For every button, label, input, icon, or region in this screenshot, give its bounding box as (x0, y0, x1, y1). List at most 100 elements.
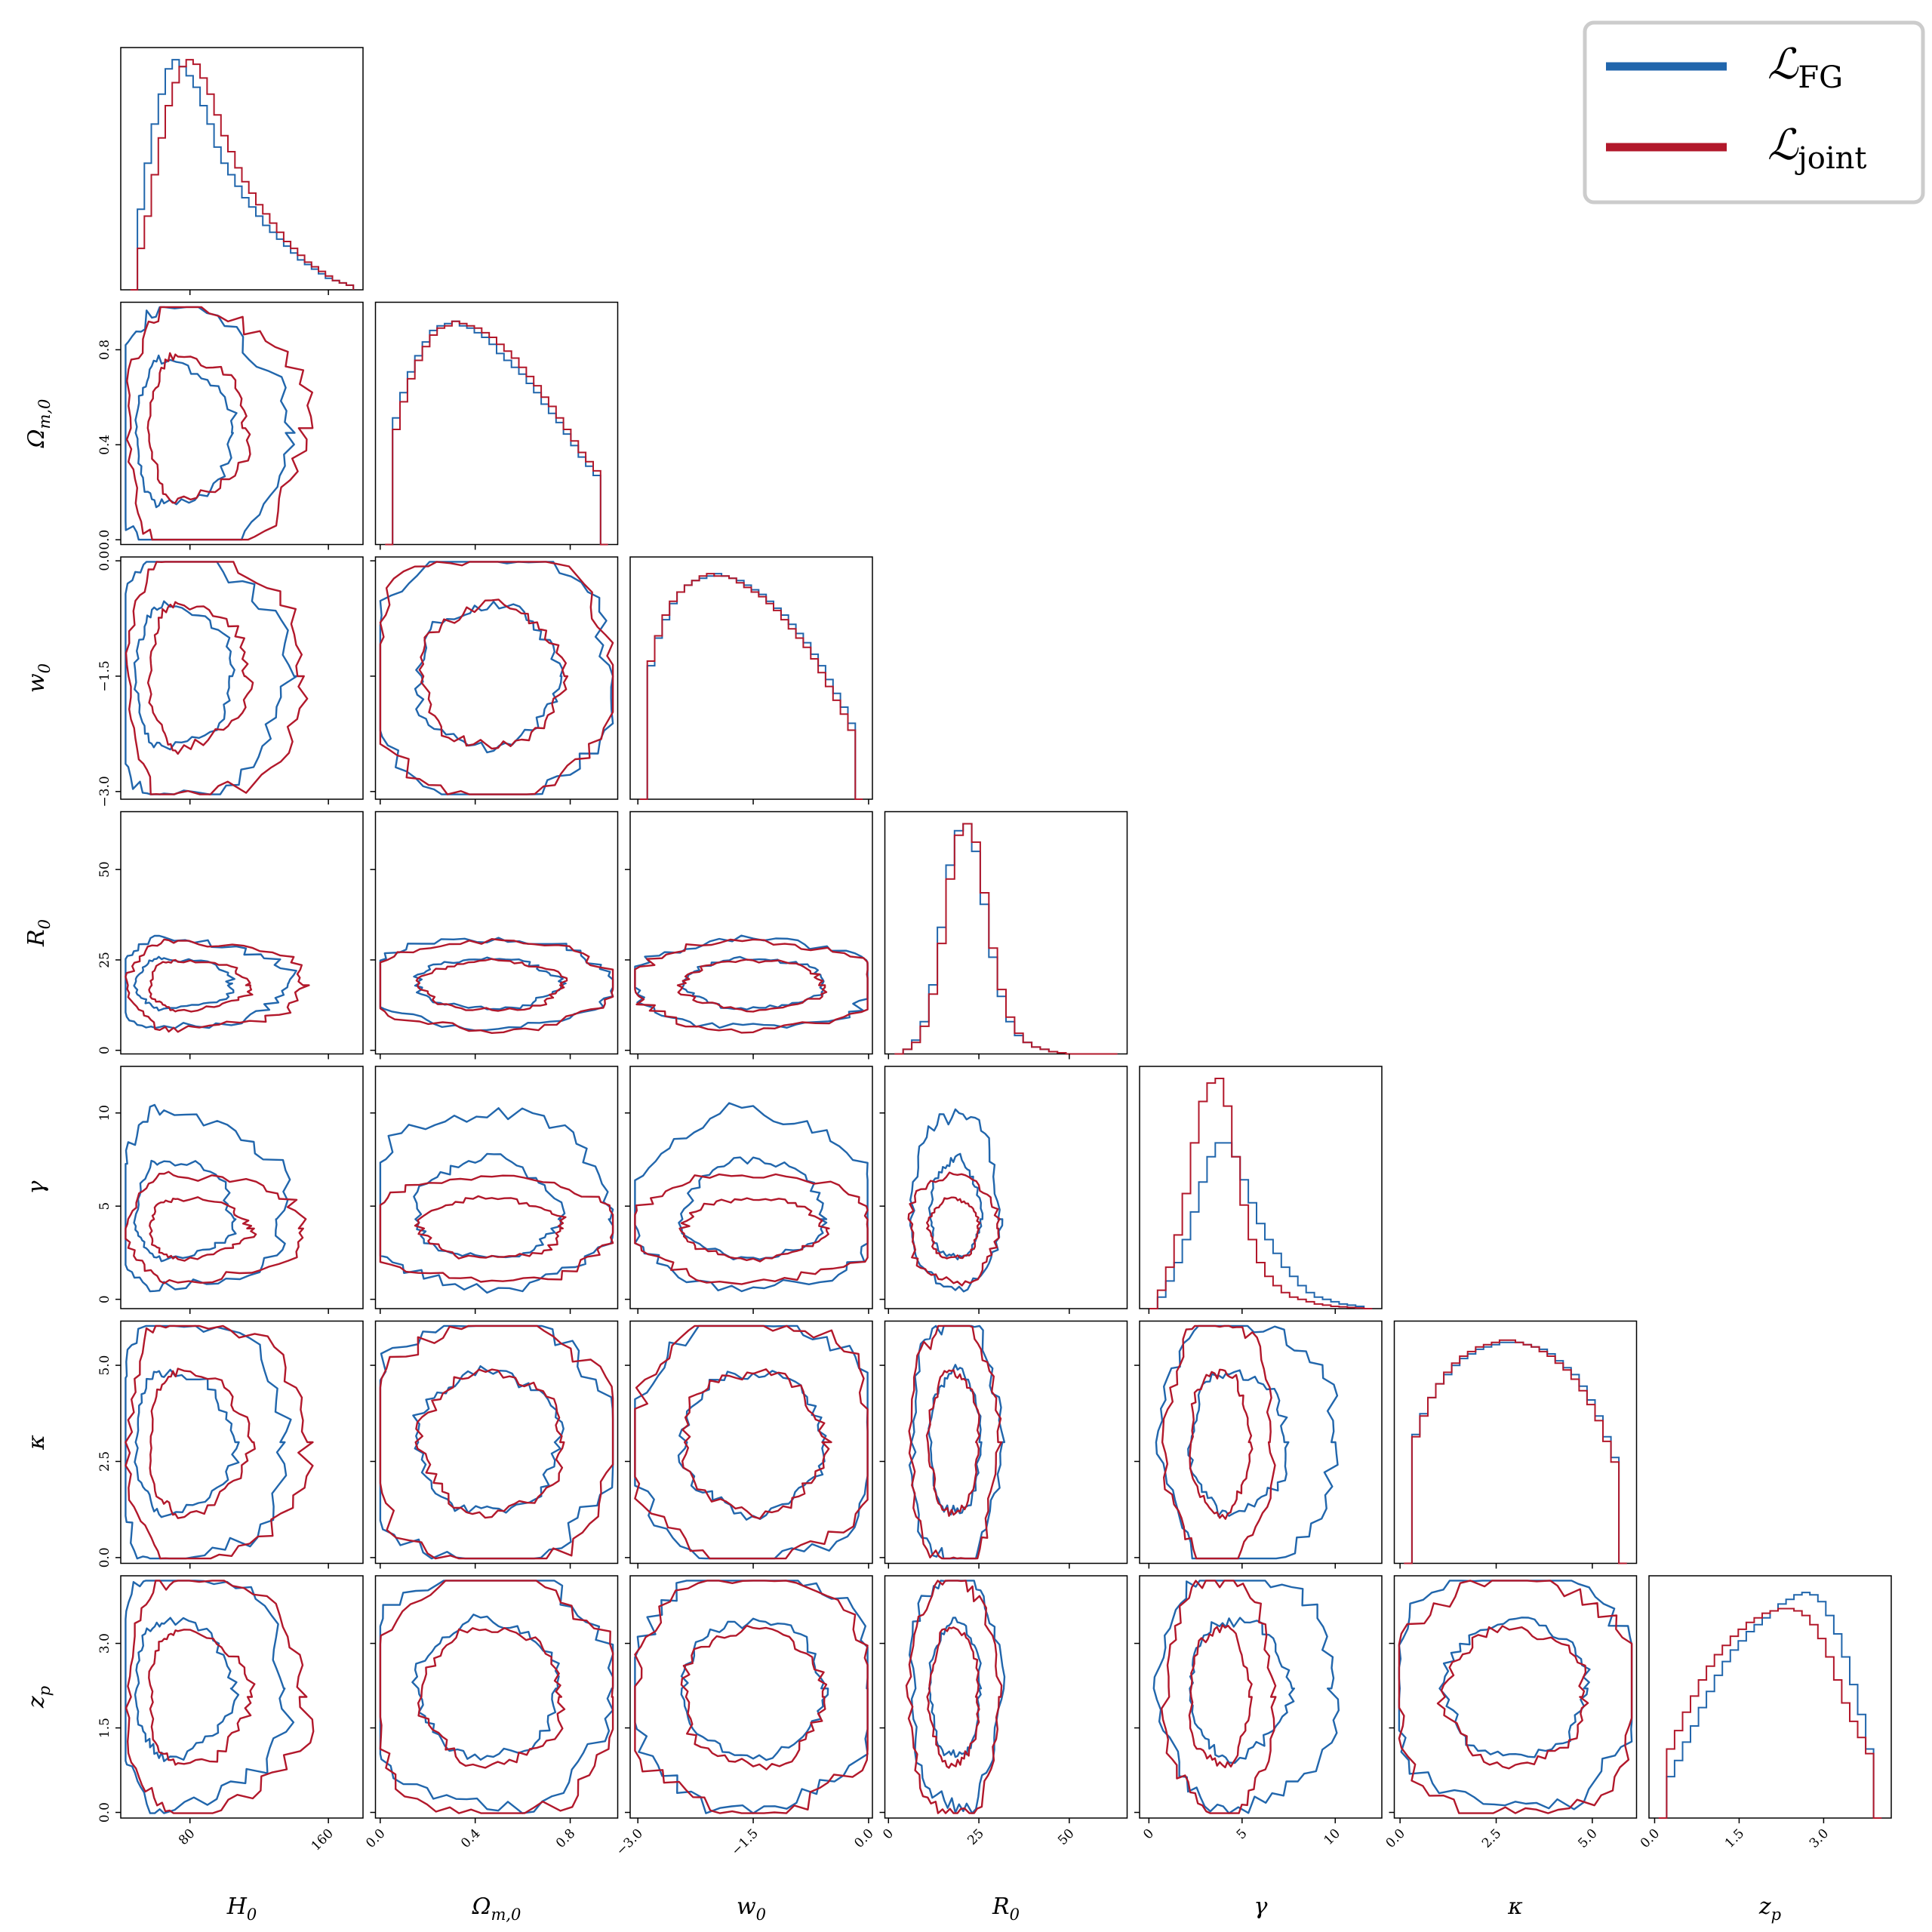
contour-joint-inner (146, 352, 251, 504)
x-tick-label: 5 (1234, 1826, 1251, 1843)
y-axis-title-R0-subscript: 0 (35, 919, 54, 929)
contour-FG-outer (125, 306, 296, 541)
contour-joint-inner (418, 598, 569, 750)
y-tick-label: 3.0 (97, 1633, 112, 1654)
panel-frame (374, 556, 619, 800)
hist-panel-R0 (884, 811, 1128, 1060)
y-axis-title-gamma: γ (23, 1180, 50, 1194)
panel-frame (120, 1575, 364, 1819)
y-tick-label: 0.4 (97, 435, 112, 455)
x-tick-label: 25 (964, 1826, 986, 1848)
contour-panel-R0-zp: 0 25 50 (879, 1575, 1128, 1848)
x-axis-title-zp-symbol: z (1758, 1894, 1771, 1920)
contour-FG-outer (634, 1580, 869, 1814)
panel-frame (120, 556, 364, 800)
x-tick-label: −3.0 (614, 1826, 646, 1859)
contour-FG-inner (411, 1614, 560, 1761)
hist-panel-H0 (120, 47, 364, 295)
contour-joint-inner (414, 1368, 565, 1519)
y-tick-label: 0.0 (97, 1802, 112, 1823)
x-axis-title-gamma: γ (1254, 1894, 1268, 1920)
x-tick-label: 0.0 (363, 1826, 388, 1851)
contour-joint-outer (125, 1580, 315, 1814)
contour-joint-inner (1189, 1368, 1254, 1520)
contour-joint-inner (678, 1197, 830, 1263)
panel-frame (1393, 1575, 1638, 1819)
panel-frame (1139, 1066, 1383, 1309)
contours (125, 306, 314, 541)
contours (634, 934, 869, 1034)
contour-joint-inner (1188, 1624, 1253, 1769)
x-axis-title-w0: w0 (737, 1894, 766, 1924)
x-axis-title-gamma-symbol: γ (1254, 1894, 1268, 1920)
contour-panel-kappa-zp: 0.0 2.5 5.0 (1383, 1575, 1638, 1851)
contour-FG-outer (634, 934, 869, 1029)
y-tick-label: 0 (97, 1046, 112, 1054)
legend-subscript: joint (1795, 141, 1866, 176)
panel-frame (120, 811, 364, 1055)
hist-panel-Om0 (374, 301, 619, 550)
legend-subscript: FG (1798, 60, 1843, 95)
contours (379, 1324, 614, 1560)
contour-joint-outer (908, 1324, 1003, 1560)
contour-panel-H0-zp: 80 160 0.0 1.5 3.0 (97, 1575, 364, 1854)
hist-panel-w0 (629, 556, 873, 804)
contour-FG-outer (909, 1580, 1006, 1814)
panel-frame (629, 1320, 873, 1564)
panel-frame (120, 301, 364, 546)
x-tick-label: −1.5 (728, 1826, 761, 1859)
contour-panel-w0-gamma (625, 1066, 873, 1314)
contours (379, 937, 614, 1034)
x-tick-label: 80 (176, 1826, 198, 1848)
y-tick-label: 5.0 (97, 1355, 112, 1376)
panel-frame (120, 1320, 364, 1564)
contour-FG-inner (680, 1617, 829, 1761)
contour-joint-inner (148, 1629, 256, 1766)
contour-joint-inner (926, 1626, 980, 1769)
contour-joint-inner (149, 1196, 257, 1262)
contour-FG-inner (134, 1368, 240, 1518)
panel-frame (884, 1320, 1128, 1564)
y-tick-label: 2.5 (97, 1451, 112, 1472)
y-axis-title-R0: R0 (23, 919, 54, 947)
contour-FG-inner (928, 1364, 983, 1516)
contour-FG-outer (634, 1102, 869, 1293)
x-tick-label: 3.0 (1807, 1826, 1832, 1851)
contour-panel-R0-kappa (879, 1320, 1128, 1569)
x-tick-label: 0.0 (851, 1826, 876, 1851)
x-tick-label: 5.0 (1575, 1826, 1600, 1851)
y-tick-label: 5 (97, 1202, 112, 1211)
hist-joint-gamma (1149, 1078, 1373, 1309)
y-tick-label: 1.5 (97, 1718, 112, 1738)
contour-FG-inner (1187, 1369, 1290, 1517)
panel-frame (884, 1575, 1128, 1819)
contours (908, 1324, 1006, 1560)
y-axis-title-kappa-symbol: κ (23, 1435, 50, 1451)
contour-joint-outer (1161, 1324, 1276, 1560)
contour-joint-outer (125, 1324, 314, 1560)
contours (379, 1107, 614, 1294)
contour-FG-outer (125, 1580, 295, 1814)
contour-joint-outer (634, 1324, 869, 1560)
panel-frame (1139, 1575, 1383, 1819)
panel-frame (629, 556, 873, 800)
x-tick-label: 0 (1140, 1826, 1157, 1843)
contour-joint-inner (926, 1196, 981, 1260)
legend-symbol: ℒ (1767, 40, 1799, 89)
contour-FG-inner (134, 1617, 240, 1762)
panel-frame (374, 1066, 619, 1309)
contours (379, 1580, 614, 1814)
contours (125, 1580, 315, 1814)
panel-frame (374, 811, 619, 1055)
contour-FG-inner (414, 601, 564, 754)
contour-panel-gamma-zp: 0 5 10 (1134, 1575, 1383, 1848)
hist-joint-R0 (894, 823, 1118, 1055)
hist-joint-kappa (1404, 1339, 1627, 1564)
x-axis-title-R0: R0 (992, 1894, 1020, 1924)
contour-joint-inner (415, 958, 568, 1012)
y-axis-title-w0-subscript: 0 (35, 663, 54, 673)
y-tick-label: 25 (97, 952, 112, 968)
x-axis-title-H0-symbol: H (226, 1894, 248, 1920)
